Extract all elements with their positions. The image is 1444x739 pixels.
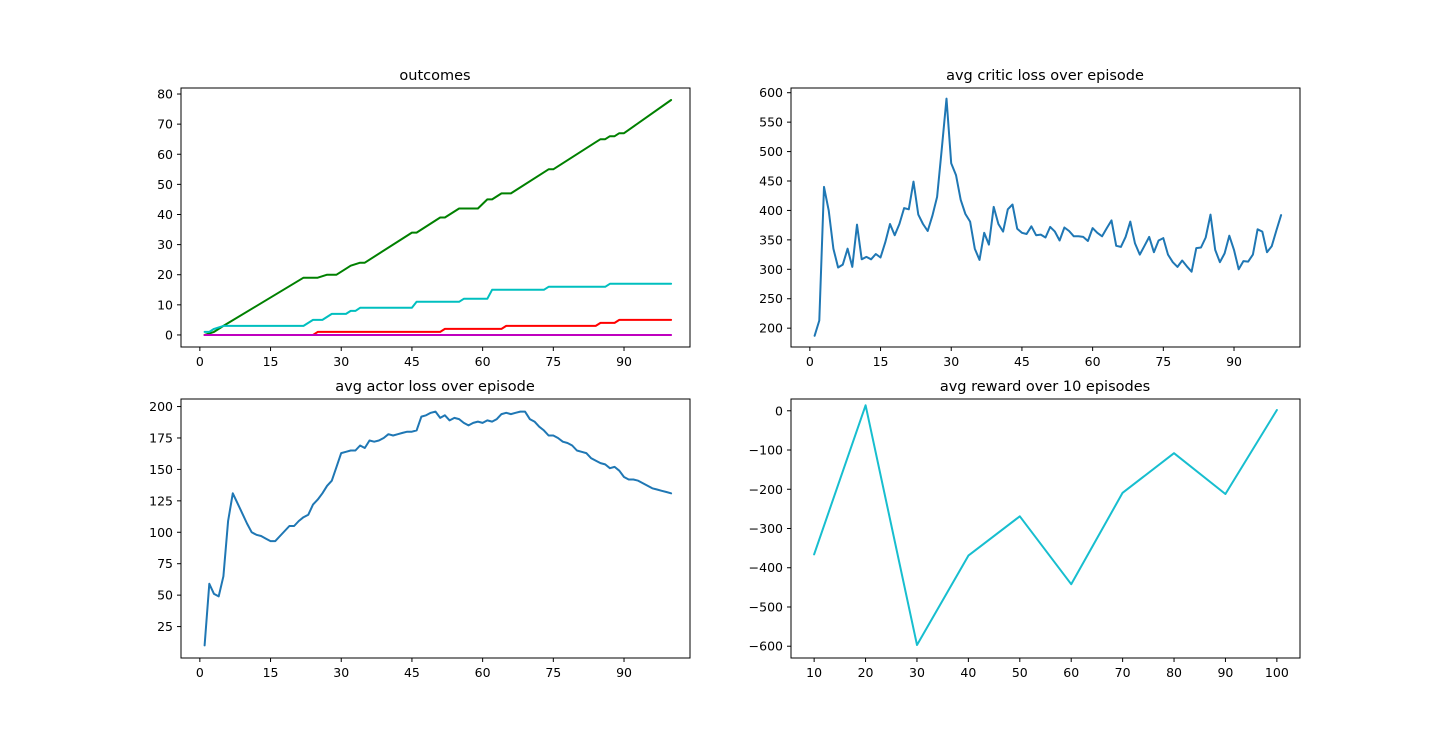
y-tick-label: 0 xyxy=(775,403,783,418)
y-tick-label: 600 xyxy=(759,85,783,100)
x-tick-label: 60 xyxy=(1063,665,1079,680)
y-tick-label: 150 xyxy=(149,462,173,477)
x-tick-label: 0 xyxy=(196,665,204,680)
y-tick-label: 200 xyxy=(759,321,783,336)
y-tick-label: −200 xyxy=(749,482,783,497)
subplot-reward: avg reward over 10 episodes 10 20 30 40 50 60… xyxy=(749,379,1301,680)
y-tick-label: 350 xyxy=(759,232,783,247)
y-tick-label: 450 xyxy=(759,174,783,189)
series-line-actor-0 xyxy=(203,410,673,647)
y-tick-label: 200 xyxy=(149,399,173,414)
series-line-outcomes-2 xyxy=(203,318,673,336)
y-tick-label: 70 xyxy=(157,117,173,132)
x-tick-label: 90 xyxy=(1217,665,1233,680)
x-tick-label: 75 xyxy=(545,665,561,680)
x-tick-label: 15 xyxy=(263,665,279,680)
series-line-reward-0 xyxy=(813,404,1278,646)
x-tick-label: 30 xyxy=(333,354,349,369)
y-tick-label: 550 xyxy=(759,115,783,130)
x-tick-label: 20 xyxy=(858,665,874,680)
x-tick-label: 45 xyxy=(404,665,420,680)
y-tick-label: −400 xyxy=(749,560,783,575)
axes-frame-outcomes xyxy=(180,87,691,348)
x-tick-label: 10 xyxy=(806,665,822,680)
y-tick-label: 250 xyxy=(759,291,783,306)
x-tick-label: 80 xyxy=(1166,665,1182,680)
x-tick-label: 90 xyxy=(616,665,632,680)
title-actor-loss: avg actor loss over episode xyxy=(335,379,535,395)
subplot-critic-loss: avg critic loss over episode 0 15 30 45 60 75… xyxy=(759,68,1301,369)
series-line-outcomes-0 xyxy=(203,99,673,336)
x-tick-label: 100 xyxy=(1265,665,1289,680)
y-tick-label: −600 xyxy=(749,639,783,654)
y-tick-label: 60 xyxy=(157,147,173,162)
y-tick-label: −500 xyxy=(749,599,783,614)
y-tick-label: 500 xyxy=(759,144,783,159)
x-tick-label: 70 xyxy=(1115,665,1131,680)
y-tick-label: 125 xyxy=(149,493,173,508)
x-tick-label: 30 xyxy=(333,665,349,680)
y-tick-label: 0 xyxy=(165,327,173,342)
subplot-outcomes: outcomes 0 15 30 45 60 75 90 0 10 20 30 40 50 60 70 80 xyxy=(157,68,691,369)
x-tick-label: 0 xyxy=(806,354,814,369)
y-tick-label: 300 xyxy=(759,262,783,277)
x-tick-label: 45 xyxy=(404,354,420,369)
axes-frame-critic xyxy=(790,87,1301,348)
y-tick-label: 25 xyxy=(157,619,173,634)
y-tick-label: 20 xyxy=(157,267,173,282)
x-tick-label: 60 xyxy=(475,665,491,680)
x-tick-label: 75 xyxy=(545,354,561,369)
y-tick-label: 75 xyxy=(157,556,173,571)
x-tick-label: 40 xyxy=(960,665,976,680)
x-tick-label: 75 xyxy=(1155,354,1171,369)
y-tick-label: −100 xyxy=(749,443,783,458)
series-line-outcomes-1 xyxy=(203,282,673,333)
title-reward: avg reward over 10 episodes xyxy=(940,379,1150,395)
title-critic-loss: avg critic loss over episode xyxy=(946,68,1144,84)
x-tick-label: 15 xyxy=(873,354,889,369)
x-tick-label: 15 xyxy=(263,354,279,369)
x-tick-label: 45 xyxy=(1014,354,1030,369)
y-tick-label: 30 xyxy=(157,237,173,252)
x-tick-label: 50 xyxy=(1012,665,1028,680)
x-tick-label: 0 xyxy=(196,354,204,369)
x-tick-label: 90 xyxy=(1226,354,1242,369)
y-tick-label: 40 xyxy=(157,207,173,222)
subplot-actor-loss: avg actor loss over episode 0 15 30 45 60 75 9… xyxy=(149,379,691,680)
x-tick-label: 30 xyxy=(909,665,925,680)
y-tick-label: 80 xyxy=(157,87,173,102)
x-tick-label: 30 xyxy=(943,354,959,369)
y-tick-label: 50 xyxy=(157,588,173,603)
x-tick-label: 60 xyxy=(475,354,491,369)
title-outcomes: outcomes xyxy=(399,68,470,84)
y-tick-label: −300 xyxy=(749,521,783,536)
series-line-critic-0 xyxy=(813,97,1283,337)
x-tick-label: 60 xyxy=(1085,354,1101,369)
x-tick-label: 90 xyxy=(616,354,632,369)
y-tick-label: 100 xyxy=(149,525,173,540)
y-tick-label: 175 xyxy=(149,430,173,445)
y-tick-label: 400 xyxy=(759,203,783,218)
y-tick-label: 10 xyxy=(157,297,173,312)
y-tick-label: 50 xyxy=(157,177,173,192)
axes-frame-actor xyxy=(180,398,691,659)
